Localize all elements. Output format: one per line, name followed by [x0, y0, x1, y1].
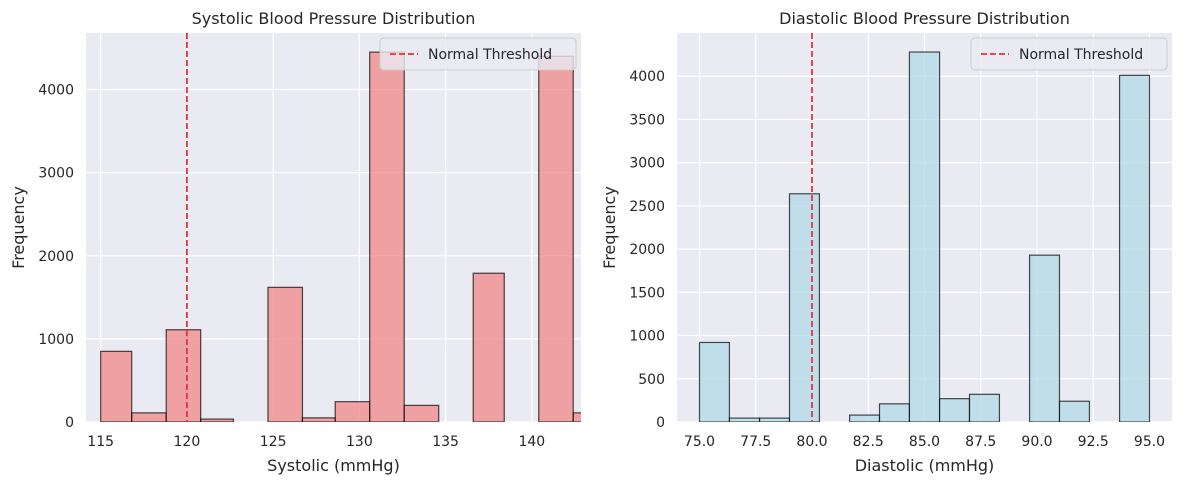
systolic-plot-area — [86, 33, 581, 422]
systolic-x-tick-label: 130 — [346, 434, 373, 450]
systolic-histogram-bar — [334, 401, 371, 422]
systolic-legend-label: Normal Threshold — [428, 47, 552, 63]
systolic-histogram-bar — [267, 286, 304, 422]
diastolic-y-tick-label: 1500 — [629, 285, 665, 301]
diastolic-x-tick-label: 82.5 — [853, 434, 884, 450]
diastolic-y-tick-label: 0 — [656, 415, 665, 431]
systolic-histogram-bar — [131, 412, 167, 422]
diastolic-legend: Normal Threshold — [970, 37, 1168, 71]
systolic-y-tick-label: 4000 — [38, 83, 74, 99]
diastolic-y-tick-label: 2000 — [629, 242, 665, 258]
systolic-y-axis-label: Frequency — [9, 186, 28, 269]
diastolic-x-tick-label: 80.0 — [796, 434, 827, 450]
systolic-histogram-bar — [301, 417, 336, 422]
diastolic-legend-box — [970, 37, 1168, 71]
diastolic-y-tick-label: 3500 — [629, 112, 665, 128]
diastolic-bars — [698, 51, 1151, 422]
systolic-histogram-bar — [100, 350, 133, 422]
diastolic-x-tick-label: 87.5 — [965, 434, 996, 450]
diastolic-x-tick-label: 85.0 — [909, 434, 940, 450]
diastolic-y-tick-label: 2500 — [629, 199, 665, 215]
systolic-x-tick-label: 120 — [174, 434, 201, 450]
systolic-histogram-bar — [369, 51, 405, 422]
systolic-chart-title: Systolic Blood Pressure Distribution — [192, 9, 476, 28]
diastolic-histogram-bar — [728, 417, 761, 422]
diastolic-histogram-bar — [938, 398, 971, 422]
diastolic-x-tick-label: 75.0 — [684, 434, 715, 450]
diastolic-y-tick-label: 4000 — [629, 69, 665, 85]
diastolic-histogram-bar — [788, 193, 821, 422]
diastolic-histogram-bar — [1028, 254, 1061, 422]
diastolic-x-tick-label: 95.0 — [1134, 434, 1165, 450]
diastolic-x-axis-label: Diastolic (mmHg) — [855, 456, 995, 475]
systolic-x-axis-label: Systolic (mmHg) — [267, 456, 400, 475]
systolic-y-tick-label: 1000 — [38, 332, 74, 348]
systolic-chart: 115 120 125 130 135 140 0 1000 2000 3000 4000 Systo… — [9, 9, 581, 475]
diastolic-histogram-bar — [698, 341, 731, 422]
systolic-x-tick-label: 125 — [260, 434, 287, 450]
systolic-x-tick-label: 140 — [518, 434, 545, 450]
diastolic-histogram-bar — [1058, 400, 1091, 422]
systolic-x-tick-label: 135 — [432, 434, 459, 450]
systolic-histogram-bar — [538, 55, 574, 422]
diastolic-chart: 75.0 77.5 80.0 82.5 85.0 87.5 90.0 92.5 95.0 0 500… — [600, 9, 1172, 475]
diastolic-y-axis-label: Frequency — [600, 186, 619, 269]
systolic-legend-box — [379, 37, 577, 71]
systolic-y-tick-label: 0 — [65, 415, 74, 431]
systolic-histogram-bar — [403, 404, 440, 422]
diastolic-chart-title: Diastolic Blood Pressure Distribution — [779, 9, 1070, 28]
systolic-histogram-bar — [200, 418, 235, 422]
diastolic-y-tick-label: 500 — [638, 372, 665, 388]
diastolic-histogram-bar — [848, 414, 881, 422]
diastolic-histogram-bar — [968, 393, 1001, 422]
diastolic-histogram-bar — [758, 417, 791, 422]
systolic-y-tick-label: 3000 — [38, 166, 74, 182]
systolic-histogram-bar — [572, 412, 581, 422]
systolic-y-tick-label: 2000 — [38, 249, 74, 265]
diastolic-x-tick-label: 77.5 — [740, 434, 771, 450]
systolic-histogram-bar — [472, 272, 505, 422]
systolic-legend: Normal Threshold — [379, 37, 577, 71]
diastolic-y-tick-label: 3000 — [629, 156, 665, 172]
diastolic-x-tick-label: 92.5 — [1078, 434, 1109, 450]
diastolic-y-tick-label: 1000 — [629, 329, 665, 345]
diastolic-histogram-bar — [1118, 74, 1151, 422]
diastolic-x-tick-label: 90.0 — [1021, 434, 1052, 450]
diastolic-histogram-bar — [908, 51, 941, 422]
diastolic-histogram-bar — [878, 403, 911, 422]
systolic-x-tick-label: 115 — [87, 434, 114, 450]
systolic-bars — [100, 51, 581, 422]
systolic-histogram-bar — [165, 329, 202, 422]
diastolic-legend-label: Normal Threshold — [1019, 47, 1143, 63]
